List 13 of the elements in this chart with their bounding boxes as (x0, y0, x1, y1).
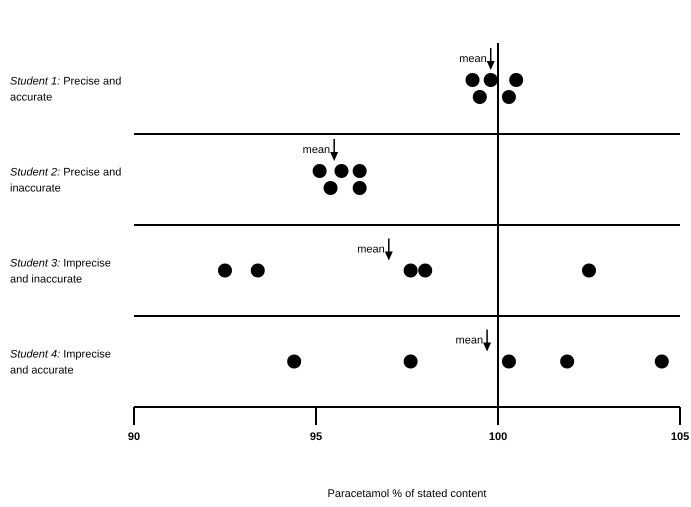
data-label: mean (302, 144, 330, 156)
x-tick-label: 95 (310, 430, 322, 443)
x-tick-label: 105 (670, 430, 690, 443)
x-tick-label: 100 (488, 430, 508, 443)
category-label: Student 1: Precise and accurate (10, 76, 122, 104)
data-label: mean (357, 244, 385, 256)
data-label: mean (459, 53, 487, 65)
x-axis-title: Paracetamol % of stated content (328, 488, 486, 500)
category-label: Student 4: Imprecise and accurate (10, 348, 111, 376)
category-label: Student 2: Precise and inaccurate (10, 166, 122, 194)
category-label: Student 3: Imprecise and inaccurate (10, 258, 111, 286)
x-tick-label: 90 (128, 430, 140, 443)
data-label: mean (456, 334, 484, 346)
